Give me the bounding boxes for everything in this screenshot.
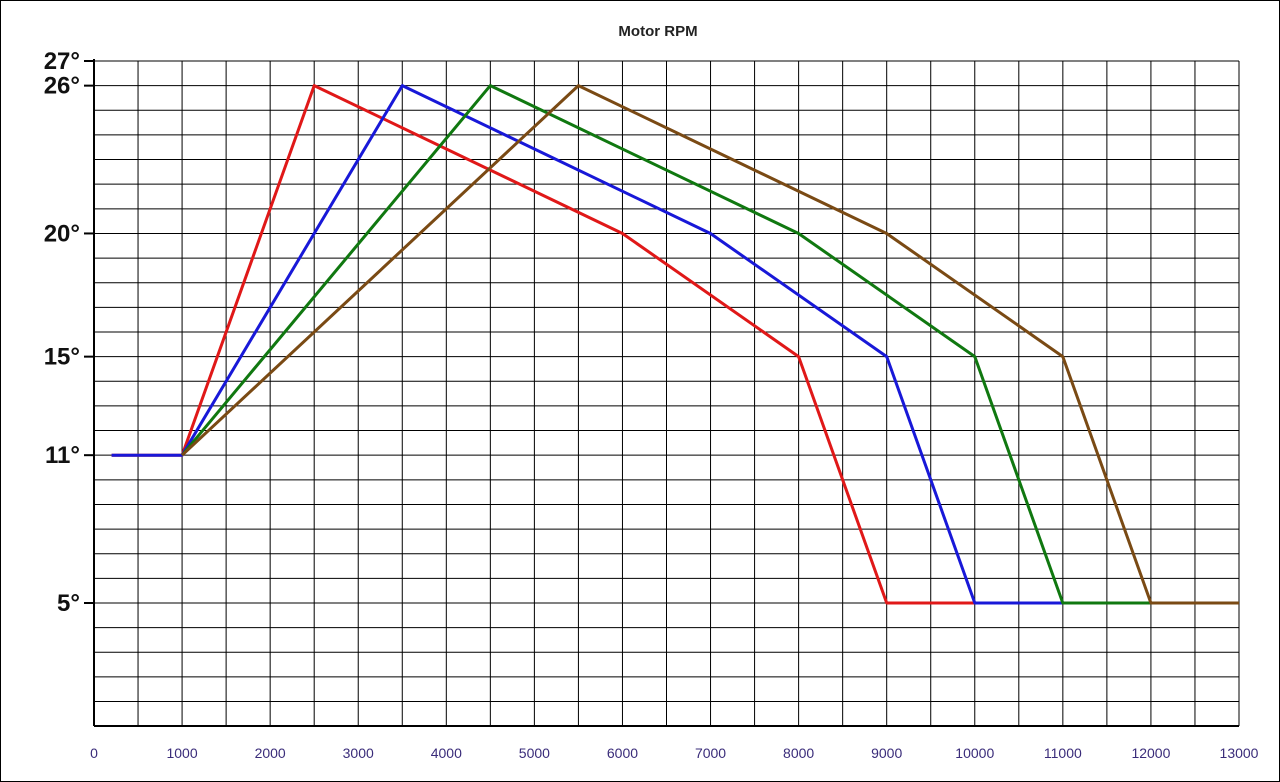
x-tick-label: 11000	[1044, 745, 1082, 761]
y-tick-label: 20°	[44, 220, 80, 247]
grid-lines	[93, 60, 1240, 726]
chart-title: Motor RPM	[618, 23, 697, 40]
y-tick-label: 15°	[44, 344, 80, 371]
x-tick-label: 3000	[343, 745, 374, 761]
x-tick-label: 10000	[955, 745, 994, 761]
x-tick-label: 13000	[1220, 745, 1259, 761]
series-line-2	[111, 84, 1063, 605]
x-tick-label: 12000	[1131, 745, 1170, 761]
x-tick-label: 7000	[695, 745, 726, 761]
series-line-3	[180, 84, 1151, 605]
y-tick-label: 26°	[44, 73, 80, 100]
x-tick-labels: 0 1000 2000 3000 4000 5000 6000 7000 8000 9000 100…	[90, 745, 1259, 761]
x-tick-label: 8000	[783, 745, 814, 761]
series-line-1	[111, 84, 975, 605]
axes	[84, 59, 1239, 727]
x-tick-label: 4000	[431, 745, 462, 761]
x-tick-label: 9000	[871, 745, 902, 761]
x-tick-label: 2000	[255, 745, 286, 761]
series-line-4	[181, 84, 1239, 605]
series-lines	[111, 84, 1239, 605]
y-tick-label: 11°	[45, 442, 80, 469]
x-tick-label: 0	[90, 745, 98, 761]
x-tick-label: 5000	[519, 745, 550, 761]
x-tick-label: 6000	[607, 745, 638, 761]
x-tick-label: 1000	[166, 745, 197, 761]
y-tick-labels: 27°26° 20° 15° 11° 5°	[44, 48, 80, 617]
y-tick-label: 5°	[57, 590, 80, 617]
y-tick-label: 27°	[44, 48, 80, 75]
